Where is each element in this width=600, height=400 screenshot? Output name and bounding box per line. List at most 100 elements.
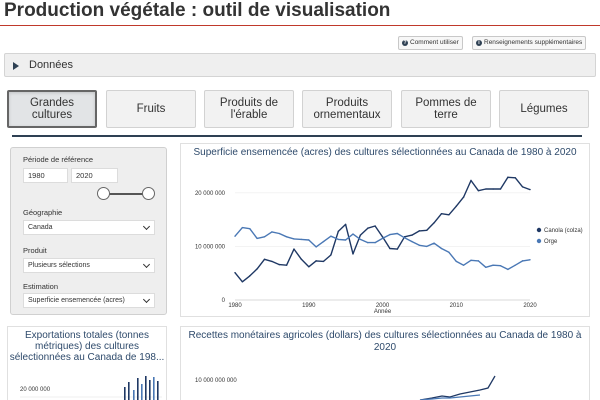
data-point (448, 214, 450, 216)
period-label: Période de référence (23, 155, 94, 164)
data-point (300, 238, 303, 241)
data-point (485, 188, 487, 190)
data-point (293, 238, 295, 240)
estimate-select[interactable]: Superficie ensemencée (acres) (23, 293, 155, 308)
info-icon: i (476, 40, 482, 46)
data-point (249, 275, 251, 277)
area-chart: 0 10 000 000 20 000 000 1980 1990 2000 2010 202… (195, 176, 583, 315)
data-point (426, 229, 428, 232)
legend-label: Canola (colza) (544, 228, 583, 234)
data-point (389, 233, 391, 236)
data-point (367, 241, 369, 244)
chart-bar (157, 381, 159, 400)
data-point (507, 268, 509, 271)
data-point (344, 239, 347, 241)
tab-fruits[interactable]: Fruits (106, 90, 196, 128)
data-point (256, 268, 258, 270)
product-label: Produit (23, 246, 47, 255)
data-point (521, 260, 524, 262)
chevron-down-icon (142, 222, 151, 231)
data-point (359, 238, 362, 241)
data-point (470, 259, 472, 262)
data-point (352, 253, 354, 255)
data-point (433, 222, 435, 224)
data-point (300, 258, 303, 260)
data-point (381, 237, 384, 240)
data-point (470, 179, 472, 182)
chevron-down-icon (142, 295, 151, 304)
data-point (308, 239, 310, 241)
data-point (278, 232, 280, 235)
geography-select[interactable]: Canada (23, 220, 155, 235)
slider-start-handle[interactable] (97, 187, 110, 200)
legend-marker (536, 238, 542, 244)
tab-vegetables[interactable]: Légumes (499, 90, 589, 128)
estimate-label: Estimation (23, 282, 59, 291)
page-title: Production végétale : outil de visualisa… (4, 0, 391, 21)
chart-bar (128, 382, 130, 400)
data-point (352, 233, 354, 235)
data-point (241, 226, 244, 229)
data-panel-label: Données (29, 59, 74, 71)
data-point (278, 263, 280, 266)
y-tick-label: 0 (222, 298, 226, 304)
estimate-value: Superficie ensemencée (acres) (28, 297, 125, 304)
data-point (234, 271, 236, 274)
product-select[interactable]: Plusieurs sélections (23, 258, 155, 273)
receipts-chart-title-line2: 2020 (373, 342, 397, 353)
data-point (249, 228, 251, 230)
area-chart-card (180, 143, 590, 317)
question-icon: ? (402, 40, 408, 46)
data-point (285, 264, 288, 266)
chevron-down-icon (142, 260, 151, 269)
data-point (499, 264, 502, 267)
data-point (433, 242, 435, 244)
data-point (411, 234, 413, 236)
data-point (492, 264, 494, 266)
data-point (492, 188, 494, 190)
tab-label: Légumes (520, 103, 568, 115)
data-point (322, 240, 325, 243)
data-point (330, 254, 332, 256)
data-point (293, 248, 295, 250)
data-point (315, 260, 317, 262)
y-tick-label: 20 000 000 (20, 387, 51, 393)
data-point (381, 236, 384, 238)
end-year-input[interactable]: 2020 (71, 168, 118, 183)
legend-label: Orge (544, 239, 558, 245)
data-point (374, 225, 376, 227)
data-point (396, 232, 398, 235)
data-point (499, 188, 502, 190)
x-axis-label: Année (374, 309, 392, 315)
tab-label: Pommes de terre (415, 97, 477, 121)
data-point (440, 247, 443, 250)
data-point (462, 264, 465, 266)
data-point (418, 244, 421, 247)
chart-bar (149, 380, 151, 400)
exports-chart-card (7, 326, 167, 400)
data-point (521, 186, 524, 188)
tab-label: Grandes cultures (29, 97, 75, 121)
data-point (315, 246, 317, 248)
data-point (477, 189, 480, 192)
data-point (396, 248, 398, 250)
data-panel-toggle[interactable]: Données (4, 53, 596, 77)
year-range-slider-track[interactable] (99, 193, 149, 195)
slider-end-handle[interactable] (142, 187, 155, 200)
x-tick-label: 2020 (523, 303, 537, 309)
tab-potatoes[interactable]: Pommes de terre (401, 90, 491, 128)
data-point (426, 245, 428, 248)
chart-bar (133, 390, 135, 400)
data-point (367, 227, 369, 229)
data-point (359, 234, 362, 236)
more-info-button[interactable]: i Renseignements supplémentaires (472, 36, 587, 50)
data-point (344, 223, 347, 226)
tab-field-crops[interactable]: Grandes cultures (7, 90, 97, 128)
how-to-use-button[interactable]: ? Comment utiliser (398, 36, 463, 50)
tab-maple-products[interactable]: Produits de l'érable (204, 90, 294, 128)
tab-ornamental-products[interactable]: Produits ornementaux (302, 90, 392, 128)
start-year-input[interactable]: 1980 (23, 168, 68, 183)
data-point (529, 188, 531, 191)
data-point (271, 231, 273, 233)
chart-bar (124, 387, 126, 400)
